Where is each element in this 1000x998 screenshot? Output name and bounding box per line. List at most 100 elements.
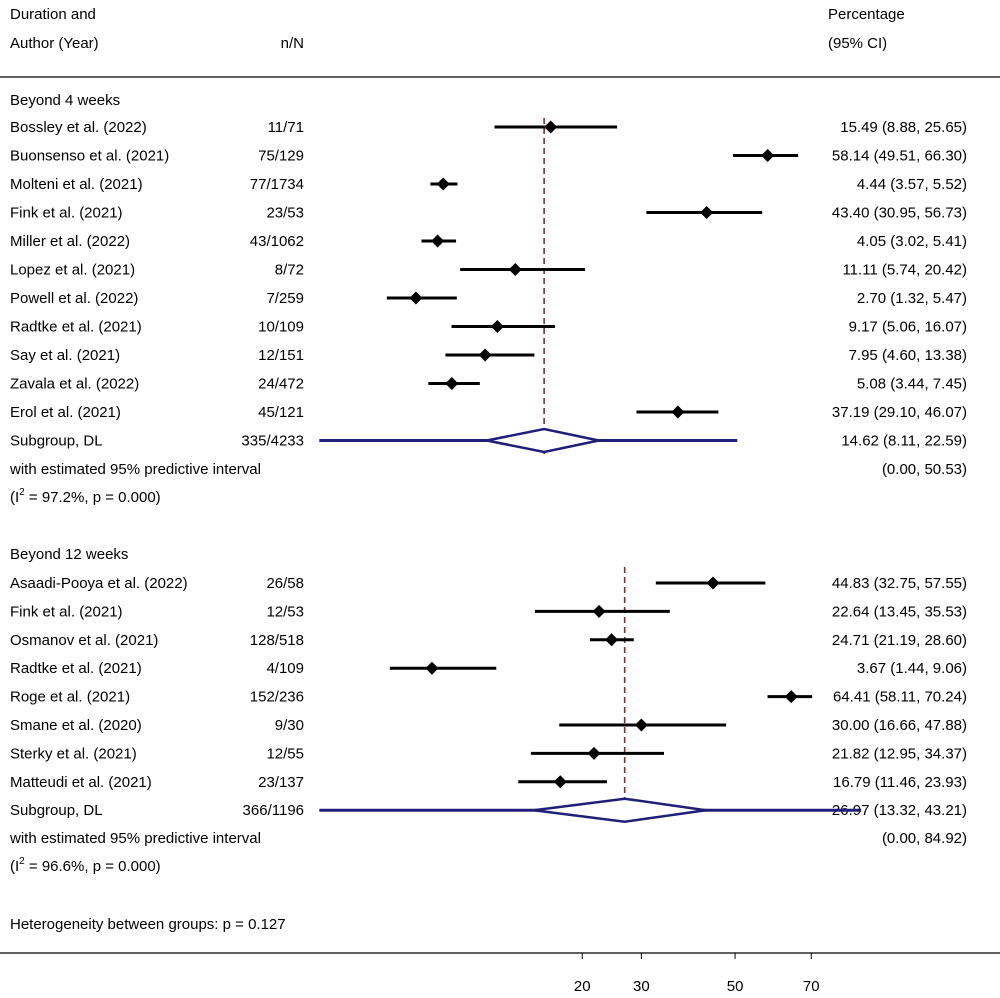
study-ci-value: 64.41 (58.11, 70.24) — [833, 689, 967, 706]
study-ci-value: 44.83 (32.75, 57.55) — [832, 575, 967, 592]
study-point-estimate — [784, 690, 798, 704]
subgroup-1-heterogeneity: (I2 = 97.2%, p = 0.000) — [10, 487, 161, 506]
study-nn-value: 45/121 — [258, 404, 304, 421]
subgroup-summary-nn: 366/1196 — [243, 802, 304, 819]
study-ci-value: 15.49 (8.88, 25.65) — [840, 119, 967, 136]
study-nn-value: 10/109 — [258, 319, 304, 336]
subgroup-summary-ci: 26.97 (13.32, 43.21) — [832, 802, 967, 819]
x-axis-tick-label: 30 — [633, 978, 650, 995]
study-nn-value: 77/1734 — [250, 176, 304, 193]
subgroup-2-pi-label: with estimated 95% predictive interval — [9, 830, 261, 847]
study-point-estimate — [508, 263, 522, 276]
study-nn-value: 43/1062 — [250, 233, 304, 250]
study-author-label: Bossley et al. (2022) — [10, 119, 147, 136]
study-ci-value: 24.71 (21.19, 28.60) — [832, 632, 967, 649]
study-point-estimate — [605, 633, 619, 647]
study-ci-value: 16.79 (11.46, 23.93) — [833, 774, 967, 791]
x-axis-tick-label: 20 — [574, 978, 591, 995]
study-nn-value: 4/109 — [266, 660, 304, 677]
study-author-label: Matteudi et al. (2021) — [10, 774, 152, 791]
study-nn-value: 23/137 — [258, 774, 304, 791]
study-nn-value: 128/518 — [250, 632, 304, 649]
study-ci-value: 58.14 (49.51, 66.30) — [832, 148, 967, 165]
study-author-label: Roge et al. (2021) — [10, 689, 130, 706]
subgroup-2-heading: Beyond 12 weeks — [10, 546, 128, 563]
study-ci-value: 30.00 (16.66, 47.88) — [832, 717, 967, 734]
subgroup-summary-nn: 335/4233 — [241, 433, 304, 450]
study-ci-value: 11.11 (5.74, 20.42) — [842, 262, 967, 279]
x-axis-tick-label: 50 — [727, 978, 744, 995]
subgroup-summary-diamond — [486, 427, 600, 454]
header-percentage-label: Percentage — [828, 6, 905, 23]
study-author-label: Molteni et al. (2021) — [10, 176, 143, 193]
study-point-estimate — [706, 576, 720, 590]
study-nn-value: 24/472 — [258, 376, 304, 393]
study-author-label: Buonsenso et al. (2021) — [10, 148, 169, 165]
study-nn-value: 26/58 — [266, 575, 304, 592]
x-axis-tick-label: 70 — [803, 978, 820, 995]
study-author-label: Sterky et al. (2021) — [10, 745, 137, 762]
subgroup-2-heterogeneity: (I2 = 96.6%, p = 0.000) — [10, 856, 161, 875]
study-point-estimate — [436, 177, 450, 191]
study-point-estimate — [634, 718, 648, 732]
subgroup-2-pi-text: (0.00, 84.92) — [882, 830, 967, 847]
header-nn-label: n/N — [281, 35, 304, 52]
study-point-estimate — [700, 206, 714, 219]
header-duration-label: Duration and — [10, 6, 96, 23]
header-author-label: Author (Year) — [10, 35, 99, 52]
study-author-label: Radtke et al. (2021) — [10, 660, 142, 677]
study-nn-value: 12/53 — [266, 603, 304, 620]
study-author-label: Asaadi-Pooya et al. (2022) — [10, 575, 188, 592]
study-author-label: Say et al. (2021) — [10, 347, 120, 364]
study-point-estimate — [478, 348, 492, 362]
study-point-estimate — [431, 234, 445, 248]
study-ci-value: 2.70 (1.32, 5.47) — [857, 290, 967, 307]
study-author-label: Fink et al. (2021) — [10, 205, 123, 222]
study-ci-value: 21.82 (12.95, 34.37) — [832, 745, 967, 762]
subgroup-1-pi-label: with estimated 95% predictive interval — [9, 461, 261, 478]
study-point-estimate — [761, 149, 775, 162]
study-point-estimate — [445, 377, 459, 390]
subgroup-summary-ci: 14.62 (8.11, 22.59) — [841, 433, 967, 450]
study-ci-value: 7.95 (4.60, 13.38) — [849, 347, 967, 364]
study-ci-value: 5.08 (3.44, 7.45) — [857, 376, 967, 393]
study-ci-value: 9.17 (5.06, 16.07) — [849, 319, 967, 336]
study-author-label: Zavala et al. (2022) — [10, 376, 139, 393]
subgroup-summary-label: Subgroup, DL — [10, 802, 103, 819]
study-ci-value: 43.40 (30.95, 56.73) — [832, 205, 967, 222]
study-nn-value: 8/72 — [275, 262, 304, 279]
study-author-label: Fink et al. (2021) — [10, 603, 123, 620]
study-point-estimate — [587, 746, 601, 760]
study-point-estimate — [671, 405, 685, 419]
study-author-label: Smane et al. (2020) — [10, 717, 142, 734]
subgroup-1-heading: Beyond 4 weeks — [10, 92, 120, 109]
study-point-estimate — [592, 604, 606, 618]
study-point-estimate — [409, 291, 423, 305]
study-nn-value: 152/236 — [250, 689, 304, 706]
study-point-estimate — [490, 320, 504, 333]
study-author-label: Lopez et al. (2021) — [10, 262, 135, 279]
study-ci-value: 3.67 (1.44, 9.06) — [857, 660, 967, 677]
study-ci-value: 4.05 (3.02, 5.41) — [857, 233, 967, 250]
forest-marks: Bossley et al. (2022) 11/71 15.49 (8.88, 2… — [10, 118, 967, 995]
study-nn-value: 9/30 — [275, 717, 304, 734]
heterogeneity-between-groups: Heterogeneity between groups: p = 0.127 — [10, 916, 286, 933]
study-ci-value: 37.19 (29.10, 46.07) — [832, 404, 967, 421]
study-author-label: Radtke et al. (2021) — [10, 319, 142, 336]
study-nn-value: 23/53 — [266, 205, 304, 222]
study-nn-value: 7/259 — [266, 290, 304, 307]
subgroup-summary-label: Subgroup, DL — [10, 433, 103, 450]
study-point-estimate — [544, 120, 558, 134]
subgroup-summary-diamond — [533, 797, 706, 823]
study-nn-value: 12/151 — [258, 347, 304, 364]
study-ci-value: 22.64 (13.45, 35.53) — [832, 603, 967, 620]
study-author-label: Miller et al. (2022) — [10, 233, 130, 250]
study-nn-value: 11/71 — [268, 119, 304, 136]
study-author-label: Powell et al. (2022) — [10, 290, 138, 307]
study-nn-value: 12/55 — [266, 745, 304, 762]
study-author-label: Erol et al. (2021) — [10, 404, 121, 421]
subgroup-1-pi-text: (0.00, 50.53) — [882, 461, 967, 478]
study-ci-value: 4.44 (3.57, 5.52) — [857, 176, 967, 193]
study-nn-value: 75/129 — [258, 148, 304, 165]
